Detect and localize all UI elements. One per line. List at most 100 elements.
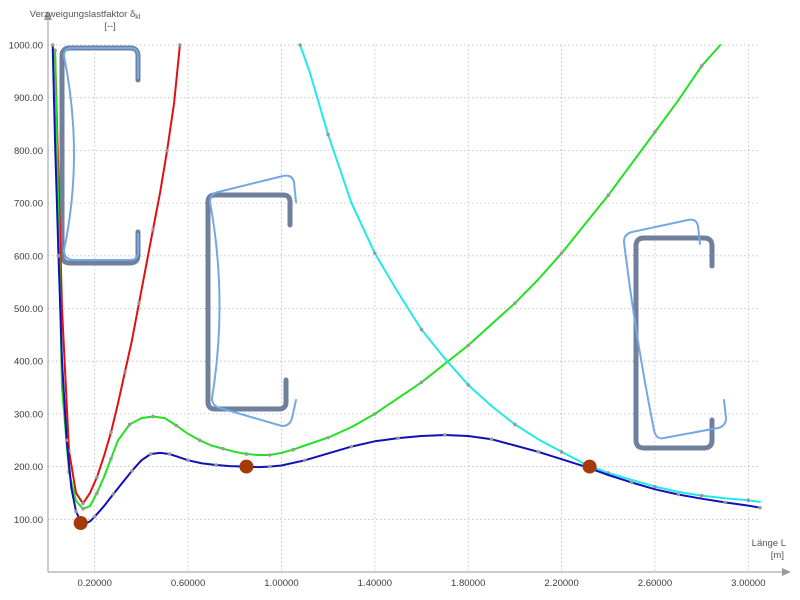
series-point-blue [536,450,541,454]
series-point-cyan [466,383,470,387]
x-axis-title: Länge L [752,538,786,549]
series-point-blue [56,254,61,258]
series-point-blue [396,436,400,440]
x-tick-label: 0.20000 [78,578,112,589]
series-line-green [54,44,722,510]
series-point-blue [214,463,218,467]
series-point-green [326,435,330,440]
cross-section-shape-distortional [205,174,297,427]
x-axis-arrow [782,568,791,576]
series-point-green [197,438,202,443]
series-point-blue [111,492,116,496]
series-point-red [95,475,99,479]
x-tick-label: 2.60000 [638,578,672,589]
series-point-blue [92,514,97,519]
series-point-red [109,430,113,435]
series-point-blue [50,43,55,47]
series-point-blue [186,458,190,463]
series-line-red [54,44,181,505]
highlight-point[interactable] [582,459,597,474]
series-point-green [559,251,564,255]
series-point-blue [64,438,69,443]
series-point-red [137,301,141,306]
series-point-green [174,423,179,428]
series-point-green [699,64,704,68]
series-point-cyan [559,450,564,454]
series-point-red [178,43,182,47]
series-point-blue [74,509,78,514]
series-point-blue [349,444,354,449]
series-point-cyan [298,43,302,47]
series-point-green [466,343,470,348]
series-point-green [127,422,132,427]
series-point-blue [758,505,762,510]
x-tick-label: 1.00000 [264,578,298,589]
series-line-blue [51,44,761,525]
y-axis-unit: [--] [104,21,116,32]
series-point-red [81,501,85,506]
cross-section-illustrations [59,45,727,451]
grid [48,44,760,572]
series-point-green [151,414,155,419]
x-tick-label: 1.40000 [358,578,392,589]
x-axis-unit: [m] [771,550,784,561]
series-point-blue [167,452,172,456]
series-point-green [267,453,272,457]
series-point-cyan [513,422,517,427]
highlight-points [73,459,597,530]
series-point-cyan [326,132,330,137]
y-tick-label: 100.00 [14,515,43,526]
highlight-point[interactable] [239,459,254,474]
y-axis-arrow [44,11,52,20]
x-tick-label: 2.20000 [544,578,578,589]
series-point-green [373,412,377,416]
series-point-red [151,227,155,232]
cross-section-shape-global [623,218,727,451]
series [50,43,762,526]
series-point-blue [130,469,134,473]
y-tick-label: 400.00 [14,357,43,368]
series-point-green [606,193,611,197]
cross-section-shape-local [59,45,141,266]
y-tick-label: 300.00 [14,409,43,420]
series-point-blue [148,452,153,456]
y-tick-label: 700.00 [14,199,43,210]
series-point-green [419,380,424,385]
axes: 0.20000 0.60000 1.00000 1.40000 1.80000 2.200… [9,11,791,589]
series-line-cyan [299,44,761,503]
series-point-blue [443,433,447,437]
x-tick-label: 3.00000 [731,578,765,589]
y-tick-label: 500.00 [14,304,43,315]
series-point-blue [302,458,307,463]
series-point-green [244,452,249,456]
x-tick-label: 0.60000 [171,578,205,589]
series-point-red [165,148,169,153]
series-point-green [513,301,517,306]
series-point-green [53,48,57,53]
series-point-cyan [746,498,751,503]
series-point-green [653,130,657,134]
y-axis-title: Verzweigungslastfaktor δkl [30,9,141,21]
series-point-red [123,369,127,374]
series-point-blue [489,437,494,441]
series-point-green [291,447,295,452]
y-tick-label: 900.00 [14,93,43,104]
series-point-green [109,456,113,461]
series-point-cyan [653,484,657,489]
y-tick-label: 800.00 [14,146,43,157]
highlight-point[interactable] [73,515,88,530]
x-tick-label: 1.80000 [451,578,485,589]
y-tick-label: 200.00 [14,462,43,473]
series-point-green [95,491,99,495]
y-tick-label: 600.00 [14,251,43,262]
series-point-cyan [699,493,704,498]
series-point-blue [723,500,727,505]
series-point-green [81,506,85,511]
y-tick-label: 1000.00 [9,41,43,52]
series-point-green [221,446,225,451]
series-point-cyan [419,327,424,332]
series-point-cyan [373,251,377,255]
series-point-blue [676,492,681,497]
series-point-blue [267,464,272,469]
